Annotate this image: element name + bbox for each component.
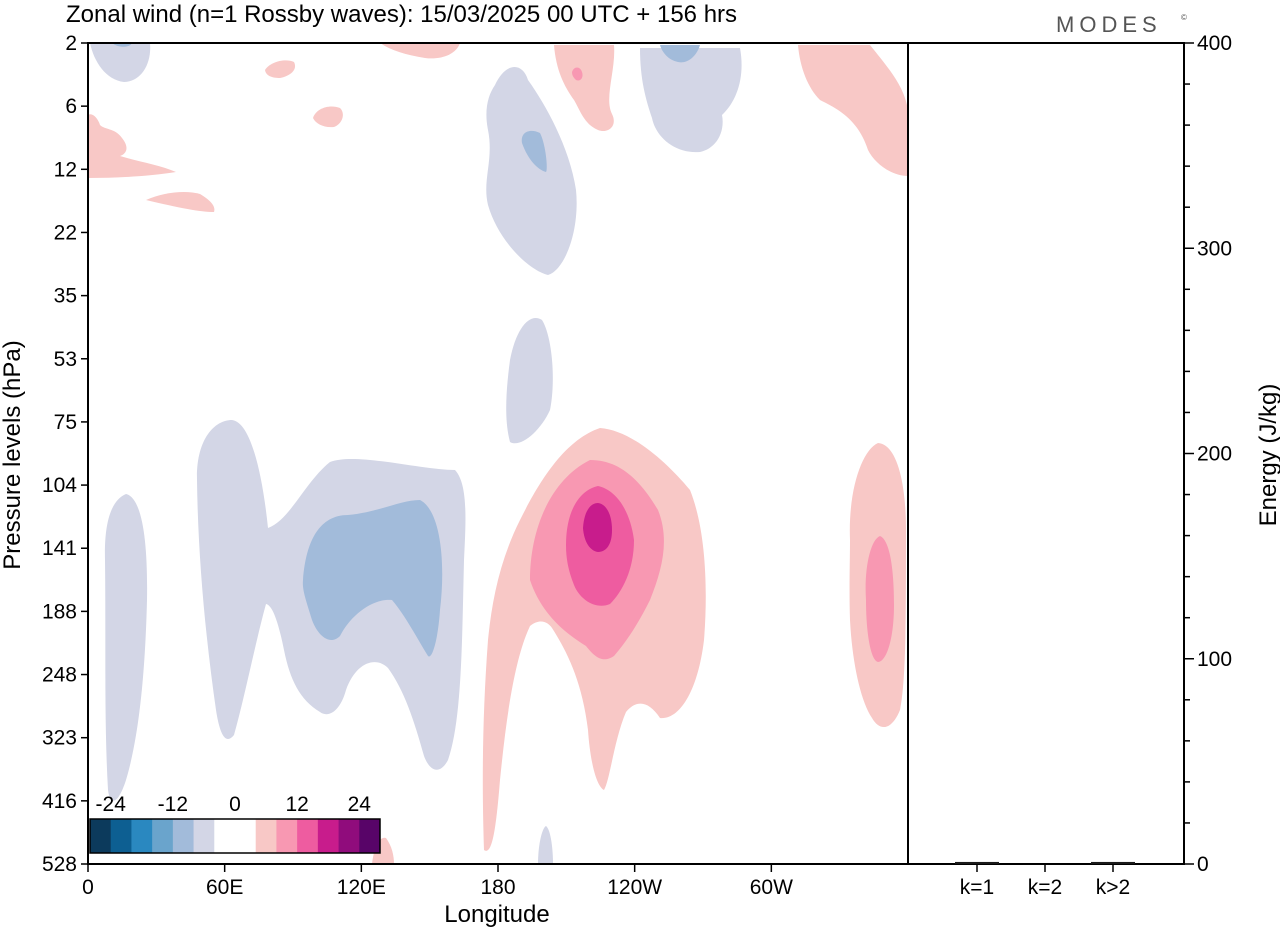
energy-bar [1091,861,1135,864]
chart-title: Zonal wind (n=1 Rossby waves): 15/03/202… [66,1,737,28]
colorbar-frame [89,818,381,854]
contour-negative-upper-column [486,67,577,275]
pressure-tick-label: 141 [42,537,77,560]
colorbar-swatch [131,819,153,853]
pressure-tick-label: 75 [54,411,77,434]
colorbar-legend: -24 -12 0 12 24 [89,793,381,854]
contour-positive-upper-light [554,45,615,132]
colorbar-tick-label: 24 [348,793,372,816]
contour-positive-east-medium [865,536,894,662]
pressure-tick-label: 6 [65,95,77,118]
contour-positive-west-light [88,114,176,178]
colorbar-tick-label: -24 [96,793,127,816]
contour-positive-main-peak [583,503,612,552]
energy-axis: 0 100 200 300 400 [1184,32,1232,876]
colorbar-tick-label: 0 [229,793,241,816]
modes-logo-mark: © [1181,13,1187,22]
pressure-tick-label: 22 [54,221,77,244]
colorbar-swatch [235,819,257,853]
pressure-tick-label: 35 [54,285,77,308]
colorbar-swatch [90,819,112,853]
colorbar-swatch [338,819,360,853]
contour-negative-bottom-sliver [538,826,553,864]
energy-category-label: k=2 [1028,876,1062,899]
contour-positive-top-right-light [798,45,908,176]
pressure-tick-label: 104 [42,474,77,497]
pressure-tick-label: 188 [42,600,77,623]
colorbar-tick-label: 12 [285,793,308,816]
colorbar-swatch [172,819,194,853]
energy-category-label: k>2 [1096,876,1130,899]
pressure-axis: 2 6 12 22 35 53 75 104 141 188 248 323 416 528 [42,32,88,876]
energy-tick-label: 200 [1197,443,1232,466]
colorbar-swatch [255,819,277,853]
contour-plot-area: 2 6 12 22 35 53 75 104 141 188 248 323 416 528 0 60E 12… [0,32,909,928]
contour-negative-top-left [90,43,151,82]
colorbar-swatch [110,819,132,853]
colorbar-swatch [214,819,236,853]
energy-tick-label: 300 [1197,237,1232,260]
energy-plot-frame [907,42,1185,865]
longitude-tick-label: 120E [337,876,386,899]
energy-category-label: k=1 [960,876,994,899]
pressure-tick-label: 53 [54,348,77,371]
energy-bar-panel: 0 100 200 300 400 k=1 k=2 k>2 Energy (J/kg) [907,32,1280,899]
colorbar-swatch [193,819,215,853]
longitude-tick-label: 120W [607,876,662,899]
pressure-tick-label: 12 [54,158,77,181]
pressure-tick-label: 528 [42,853,77,876]
contour-negative-core-120e [302,500,443,657]
colorbar-tick-label: -12 [158,793,188,816]
energy-categories: k=1 k=2 k>2 [960,864,1130,899]
longitude-tick-label: 0 [82,876,94,899]
contour-negative-upper-east [640,48,742,153]
pressure-axis-label: Pressure levels (hPa) [0,340,26,569]
modes-logo-text: MODES [1056,12,1162,37]
contour-negative-west-column [104,494,148,801]
contour-positive-blob-a [265,60,296,78]
colorbar-swatch [297,819,319,853]
pressure-tick-label: 323 [42,727,77,750]
contour-positive-top-band-light [380,43,460,59]
contour-negative-core-upper [521,130,547,172]
contour-negative-mid-lobe [506,317,553,444]
contour-positive-blob-b [313,106,343,128]
modes-logo: MODES © [1056,12,1187,37]
longitude-tick-label: 180 [480,876,515,899]
pressure-tick-label: 416 [42,790,77,813]
energy-tick-label: 400 [1197,32,1232,55]
contour-fills [88,43,908,864]
energy-axis-label: Energy (J/kg) [1255,384,1280,527]
energy-bar [955,861,999,864]
longitude-axis: 0 60E 120E 180 120W 60W [82,864,793,899]
energy-tick-label: 100 [1197,648,1232,671]
colorbar-swatch [152,819,174,853]
contour-positive-upper-medium [572,67,583,81]
energy-tick-label: 0 [1197,853,1209,876]
longitude-tick-label: 60E [206,876,243,899]
contour-negative-core-top-east [660,45,700,63]
colorbar-swatch [317,819,339,853]
longitude-tick-label: 60W [750,876,793,899]
pressure-tick-label: 2 [65,32,77,55]
longitude-axis-label: Longitude [444,901,549,928]
contour-positive-west-strip [146,192,215,212]
colorbar-swatch [276,819,298,853]
pressure-tick-label: 248 [42,664,77,687]
colorbar-swatch [359,819,381,853]
